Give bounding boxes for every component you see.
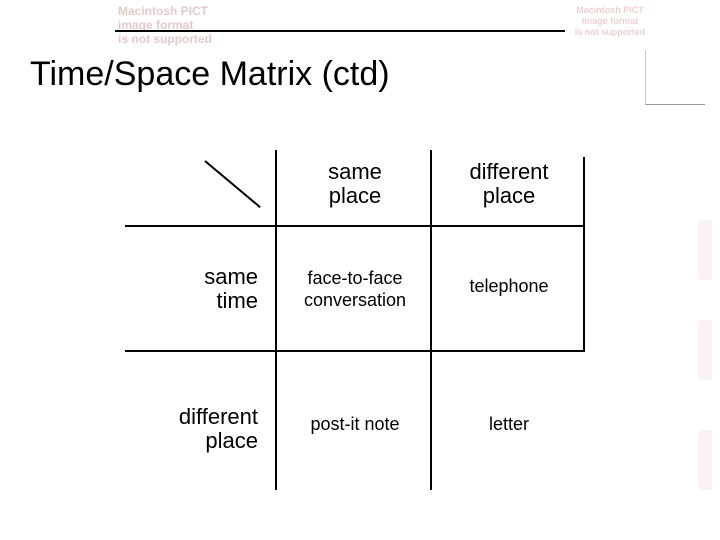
side-artifact	[698, 220, 712, 280]
top-rule	[115, 30, 565, 32]
row-header-same-time: sametime	[125, 265, 270, 313]
grid-line	[275, 150, 277, 490]
grid-line	[125, 225, 585, 227]
cell-face-to-face: face-to-faceconversation	[285, 268, 425, 311]
cell-telephone: telephone	[439, 276, 579, 298]
cell-letter: letter	[439, 414, 579, 436]
grid-line	[125, 350, 585, 352]
col-header-different-place: differentplace	[439, 160, 579, 208]
top-right-artifact: Macintosh PICTImage formatis not support…	[560, 5, 660, 45]
side-box	[645, 50, 705, 105]
col-header-same-place: sameplace	[285, 160, 425, 208]
header-diagonal	[204, 160, 260, 208]
side-artifact	[698, 430, 712, 490]
grid-line	[430, 150, 432, 490]
top-left-artifact: Macintosh PICTimage formatis not support…	[118, 5, 212, 46]
time-space-matrix: sameplace differentplace sametime differ…	[125, 150, 585, 490]
side-artifact	[698, 320, 712, 380]
page-title: Time/Space Matrix (ctd)	[30, 55, 390, 94]
cell-postit: post-it note	[285, 414, 425, 436]
row-header-different-place: differentplace	[125, 405, 270, 453]
grid-line	[583, 157, 585, 350]
